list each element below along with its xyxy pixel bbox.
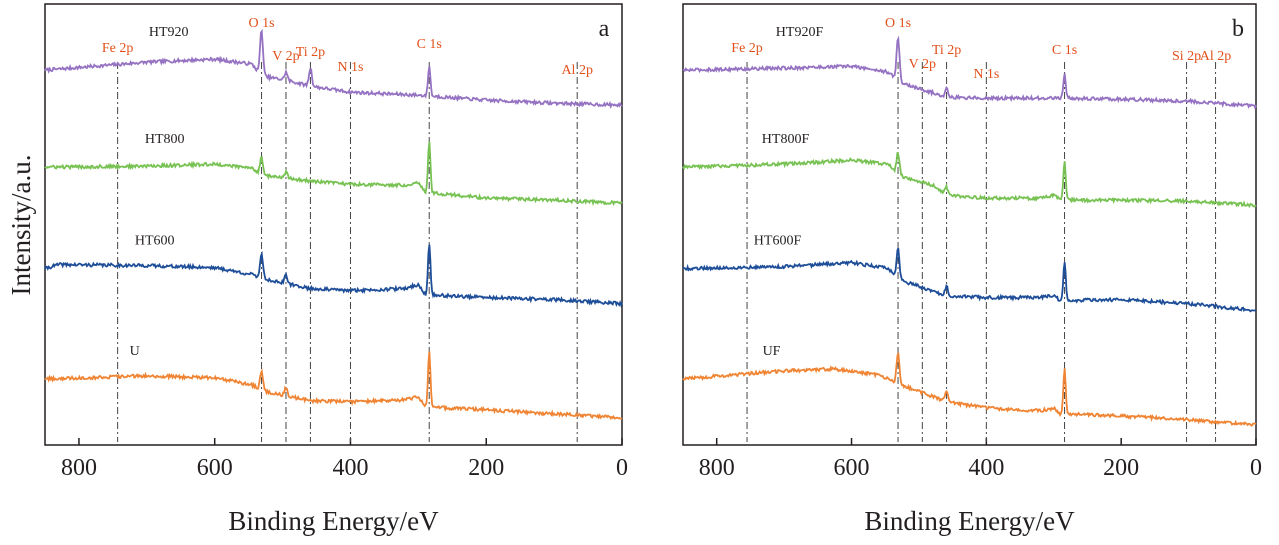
series-line: [682, 35, 1257, 110]
peak-label: Al 2p: [1200, 49, 1232, 64]
peak-label: Ti 2p: [932, 43, 961, 58]
x-tick-label: 400: [968, 455, 1004, 481]
peak-label: Fe 2p: [102, 41, 134, 56]
peak-label: C 1s: [417, 37, 442, 52]
series-line: [44, 244, 623, 308]
y-axis-label: Intensity/a.u.: [6, 155, 36, 296]
series-label: UF: [763, 344, 781, 359]
x-axis-label: Binding Energy/eV: [228, 506, 439, 536]
series-label: U: [130, 344, 140, 359]
x-tick-label: 800: [61, 455, 97, 481]
peak-label: C 1s: [1052, 43, 1077, 58]
series-label: HT920F: [776, 25, 824, 40]
peak-label: N 1s: [337, 60, 363, 75]
series-label: HT920: [149, 25, 189, 40]
plot-frame: [44, 3, 623, 446]
peak-label: V 2p: [272, 49, 299, 64]
plot-frame: [682, 3, 1257, 446]
panel-label: a: [599, 16, 610, 42]
x-tick-label: 600: [834, 455, 870, 481]
x-tick-label: 0: [1250, 455, 1262, 481]
chart-panel-a: a 800 600 400 200 0 Binding Energy/eV Fe 2p O 1s…: [44, 3, 628, 536]
chart-panel-b: b 800 600 400 200 0 Binding Energy/eV Fe 2p O 1s…: [682, 3, 1262, 536]
series-line: [682, 352, 1257, 427]
series-line: [682, 151, 1257, 208]
peak-label: Al 2p: [561, 63, 593, 78]
peak-label: Ti 2p: [296, 45, 325, 60]
series-line: [44, 351, 623, 421]
peak-label: Fe 2p: [731, 41, 763, 56]
peak-label: V 2p: [909, 57, 936, 72]
series-label: HT600F: [754, 234, 802, 249]
peak-label: N 1s: [973, 67, 999, 82]
series-line: [682, 247, 1257, 313]
x-tick-label: 600: [197, 455, 233, 481]
peak-label: O 1s: [249, 16, 275, 31]
peak-label: Si 2p: [1172, 49, 1201, 64]
x-tick-label: 200: [1103, 455, 1139, 481]
series-line: [44, 141, 623, 207]
x-tick-label: 200: [468, 455, 504, 481]
series-line: [44, 28, 623, 109]
series-label: HT800: [145, 132, 185, 147]
x-tick-label: 800: [699, 455, 735, 481]
peak-label: O 1s: [885, 16, 911, 31]
series-label: HT800F: [762, 132, 810, 147]
x-axis-label: Binding Energy/eV: [864, 506, 1075, 536]
x-tick-label: 400: [332, 455, 368, 481]
series-label: HT600: [135, 234, 175, 249]
panel-label: b: [1232, 16, 1244, 42]
x-tick-label: 0: [616, 455, 628, 481]
